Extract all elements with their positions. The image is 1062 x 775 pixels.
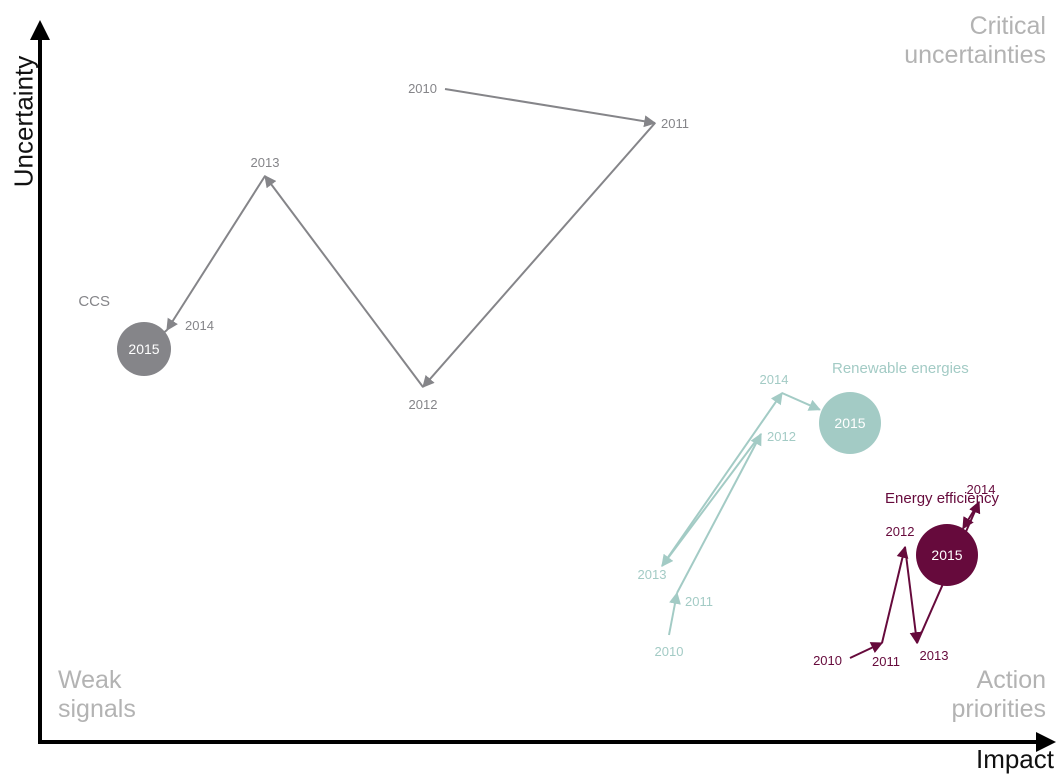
series-name-label: CCS <box>78 293 110 310</box>
year-label: 2014 <box>185 318 214 333</box>
trajectory-segment <box>661 392 783 567</box>
quadrant-bottom-left-line1: Weak <box>58 666 122 694</box>
x-axis-label: Impact <box>975 744 1054 774</box>
year-label: 2014 <box>760 372 789 387</box>
trajectory-segment <box>661 433 762 567</box>
series-name-label: Renewable energies <box>832 360 969 377</box>
bubble-2015 <box>117 322 171 376</box>
trajectory-segment <box>881 545 909 644</box>
year-label: 2011 <box>872 654 900 669</box>
quadrant-top-right-label: Critical uncertainties <box>904 12 1046 70</box>
trajectory-segment <box>962 501 980 530</box>
year-label: 2014 <box>967 482 996 497</box>
series-2: 2010 2011 2012 2013 2014 2015 Energy efficienc… <box>813 482 999 669</box>
year-label: 2013 <box>638 567 667 582</box>
trajectory-segment <box>781 392 821 411</box>
year-label: 2010 <box>408 81 437 96</box>
quadrant-bottom-left-label: Weak signals <box>58 666 136 724</box>
quadrant-top-right-line2: uncertainties <box>904 41 1046 69</box>
series-1: 2010 2011 2012 2013 2014 2015 Renewable energi… <box>638 360 969 659</box>
year-label: 2010 <box>655 644 684 659</box>
quadrant-bottom-right-line2: priorities <box>951 695 1046 723</box>
year-label: 2012 <box>886 524 915 539</box>
quadrant-bottom-right-label: Action priorities <box>952 666 1046 724</box>
series-name-label: Energy efficiency <box>885 490 999 507</box>
year-label: 2013 <box>251 155 280 170</box>
year-label: 2011 <box>661 116 689 131</box>
bubble-2015 <box>819 392 881 454</box>
series-layer: 201020112012201320142015CCS2010201120122… <box>78 81 999 669</box>
trajectory-segment <box>668 591 681 636</box>
trajectory-segment <box>849 642 884 659</box>
year-label: 2012 <box>409 397 438 412</box>
year-label: 2013 <box>920 648 949 663</box>
year-label: 2012 <box>767 429 796 444</box>
year-label: 2011 <box>685 594 713 609</box>
bubble-year-label: 2015 <box>931 547 962 563</box>
trajectory-segment <box>444 88 657 128</box>
quadrant-bottom-left-line2: signals <box>58 695 136 723</box>
trajectory-segment <box>676 432 762 594</box>
series-0: 2010 2011 2012 2013 2014 2015 CCS <box>78 81 689 412</box>
bubble-year-label: 2015 <box>834 415 865 431</box>
bubble-2015 <box>916 524 978 586</box>
bubble-year-label: 2015 <box>128 341 159 357</box>
trajectory-segment <box>904 546 922 645</box>
year-label: 2010 <box>813 653 842 668</box>
y-axis-label: Uncertainty <box>8 55 39 188</box>
quadrant-bottom-right-line1: Action <box>976 666 1046 694</box>
quadrant-top-right-line1: Critical <box>969 12 1046 40</box>
trajectory-segment <box>264 175 424 388</box>
trajectory-segment <box>422 122 656 388</box>
trajectory-segment <box>166 175 266 332</box>
